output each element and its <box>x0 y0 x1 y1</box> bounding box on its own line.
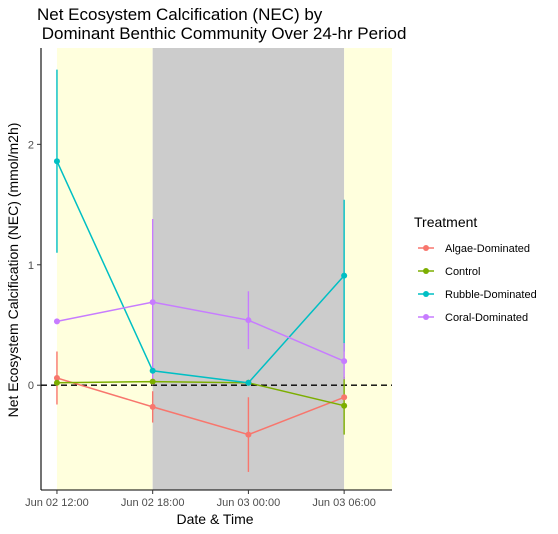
series-line-coral-dominated <box>56 301 345 362</box>
series-line-algae-dominated <box>56 377 345 436</box>
y-tick-label-1: 1 <box>28 260 34 272</box>
x-axis-title: Date & Time <box>176 511 253 527</box>
series-line-control <box>56 380 345 407</box>
legend-label-algae-dominated: Algae-Dominated <box>445 243 530 255</box>
data-point-algae-dominated-2 <box>245 431 252 438</box>
legend-title: Treatment <box>414 214 477 230</box>
x-tick-label-0: Jun 02 12:00 <box>25 497 89 509</box>
legend-label-control: Control <box>445 266 480 278</box>
legend-label-rubble-dominated: Rubble-Dominated <box>445 289 537 301</box>
data-point-algae-dominated-3 <box>341 394 348 401</box>
chart-title-line-2: Dominant Benthic Community Over 24-hr Pe… <box>37 24 406 43</box>
legend: Treatment Algae-Dominated Control Rubble-D… <box>414 214 537 324</box>
x-tick-label-2: Jun 03 00:00 <box>217 497 281 509</box>
data-point-rubble-dominated-0 <box>53 158 60 165</box>
data-point-rubble-dominated-2 <box>245 379 252 386</box>
chart-title-line-1: Net Ecosystem Calcification (NEC) by <box>37 5 323 24</box>
x-tick-label-3: Jun 03 06:00 <box>312 497 376 509</box>
data-point-coral-dominated-0 <box>53 318 60 325</box>
data-point-coral-dominated-3 <box>341 358 348 365</box>
legend-key-point-rubble-dominated <box>423 291 429 297</box>
data-point-coral-dominated-2 <box>245 317 252 324</box>
data-point-control-1 <box>149 378 156 385</box>
y-axis-title: Net Ecosystem Calcification (NEC) (mmol/… <box>5 123 21 418</box>
data-point-control-0 <box>53 379 60 386</box>
shaded-region-day-0 <box>56 48 153 490</box>
data-point-algae-dominated-0 <box>53 374 60 381</box>
legend-key-point-coral-dominated <box>423 314 429 320</box>
y-tick-label-0: 0 <box>28 380 34 392</box>
legend-key-point-control <box>423 268 429 274</box>
legend-key-point-algae-dominated <box>423 245 429 251</box>
series-line-rubble-dominated <box>56 160 345 384</box>
shaded-region-day-2 <box>344 48 392 490</box>
x-tick-label-1: Jun 02 18:00 <box>121 497 185 509</box>
data-point-coral-dominated-1 <box>149 299 156 306</box>
legend-label-coral-dominated: Coral-Dominated <box>445 312 528 324</box>
series-points <box>53 158 348 438</box>
data-point-algae-dominated-1 <box>149 403 156 410</box>
y-tick-label-2: 2 <box>28 139 34 151</box>
series-lines <box>56 160 345 436</box>
axes: 0 1 2 Jun 02 12:00 Jun 02 18:00 Jun 03 00:00 J… <box>25 48 392 509</box>
data-point-rubble-dominated-3 <box>341 272 348 279</box>
data-point-rubble-dominated-1 <box>149 367 156 374</box>
shaded-periods <box>56 48 392 490</box>
data-point-control-3 <box>341 402 348 409</box>
